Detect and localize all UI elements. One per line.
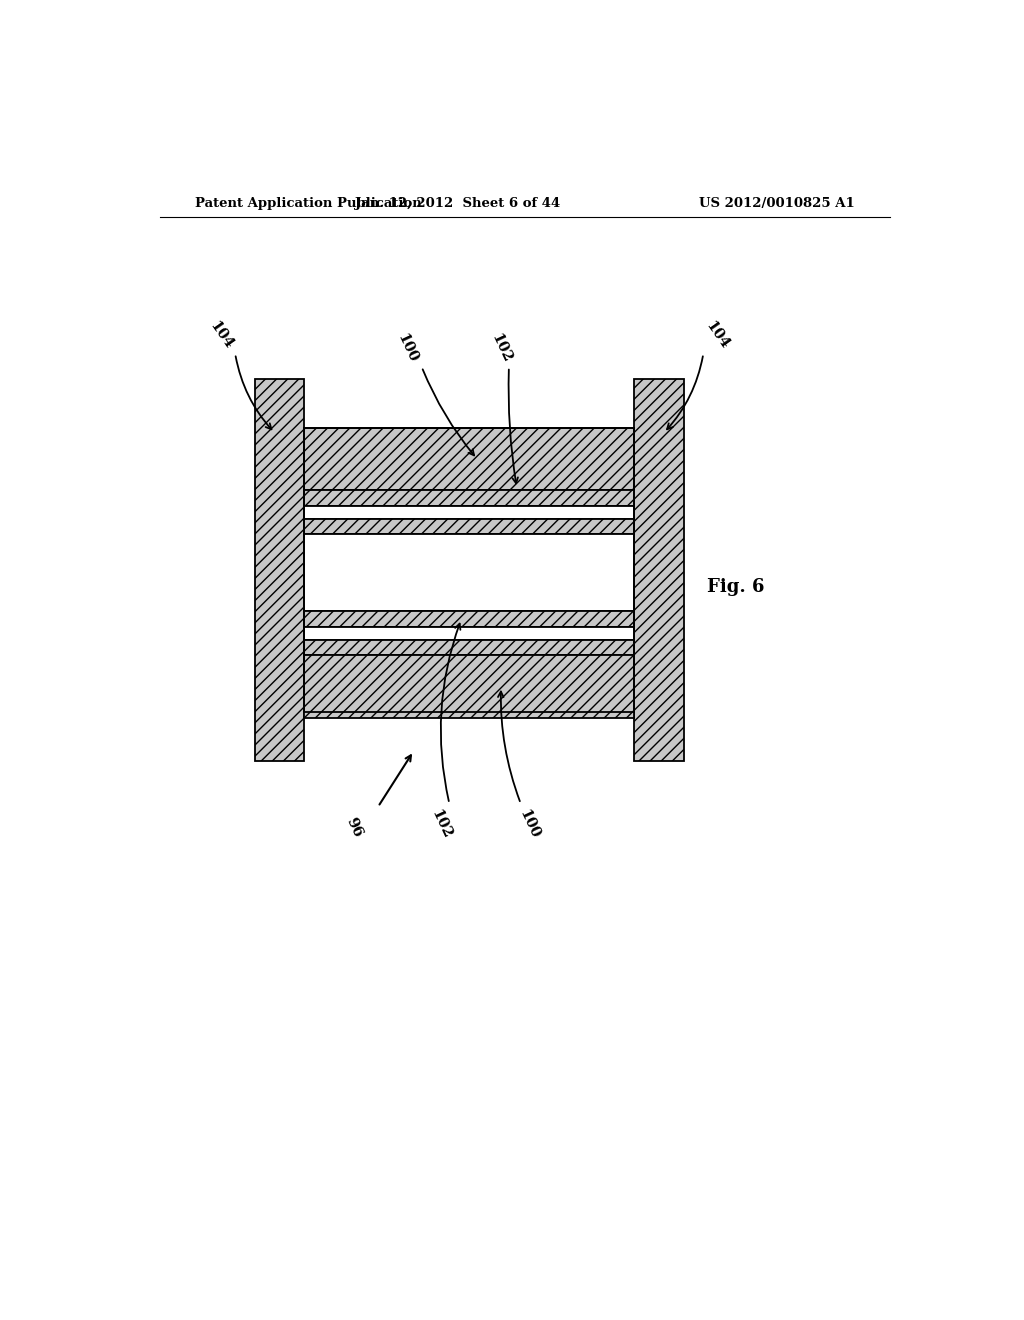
Text: 100: 100: [516, 808, 542, 841]
Text: 104: 104: [702, 319, 731, 351]
Bar: [304, 627, 634, 640]
Text: 100: 100: [394, 331, 420, 366]
Bar: [304, 611, 634, 627]
Text: Fig. 6: Fig. 6: [708, 578, 765, 597]
Bar: [304, 428, 634, 490]
Bar: [304, 656, 634, 718]
Text: 102: 102: [488, 331, 514, 366]
Text: 102: 102: [429, 808, 455, 841]
Text: 96: 96: [344, 814, 365, 840]
Text: US 2012/0010825 A1: US 2012/0010825 A1: [699, 197, 855, 210]
Bar: [304, 506, 634, 519]
Bar: [255, 379, 304, 762]
Bar: [304, 535, 634, 611]
Bar: [304, 428, 634, 713]
Bar: [304, 490, 634, 506]
Text: 104: 104: [207, 319, 237, 351]
Bar: [304, 640, 634, 656]
Bar: [304, 519, 634, 535]
Text: Jan. 12, 2012  Sheet 6 of 44: Jan. 12, 2012 Sheet 6 of 44: [354, 197, 560, 210]
Bar: [634, 379, 683, 762]
Text: Patent Application Publication: Patent Application Publication: [196, 197, 422, 210]
